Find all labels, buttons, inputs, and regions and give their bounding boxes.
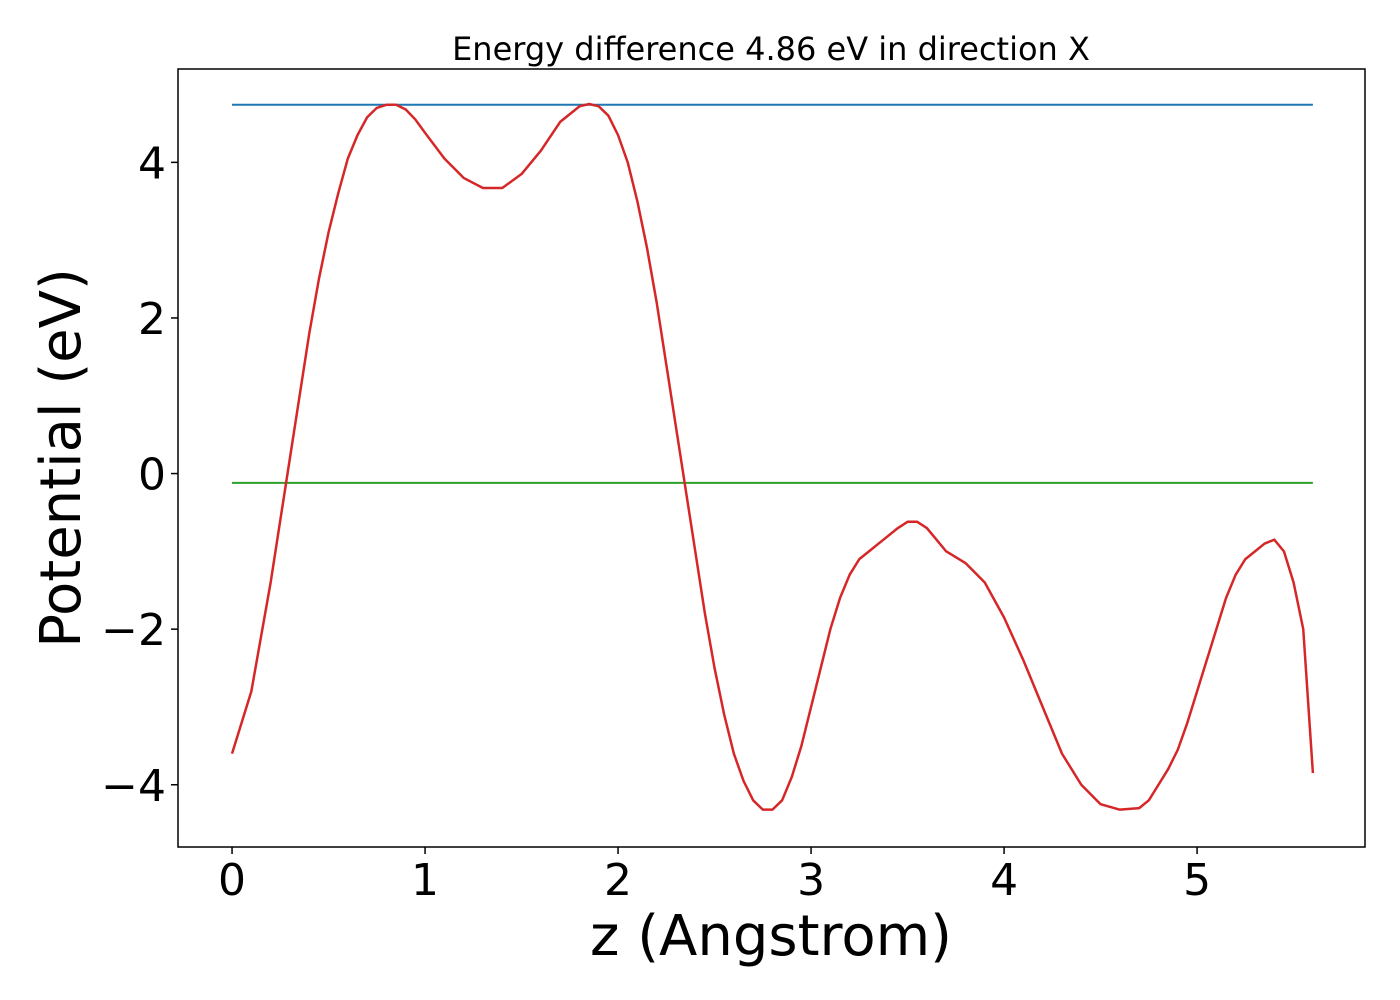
- x-axis-label: z (Angstrom): [590, 904, 952, 969]
- chart-title: Energy difference 4.86 eV in direction X: [452, 30, 1090, 68]
- series-line-2: [230, 102, 1315, 811]
- x-tick-label: 2: [604, 855, 632, 906]
- x-tick-label: 0: [218, 855, 246, 906]
- y-tick-label: 2: [138, 294, 166, 345]
- x-tick-label: 1: [411, 855, 439, 906]
- x-tick-label: 3: [797, 855, 825, 906]
- y-tick-label: 0: [138, 450, 166, 501]
- x-axis-ticks: 0 1 2 3 4 5: [218, 847, 1211, 906]
- y-axis-label: Potential (eV): [29, 268, 94, 648]
- plot-frame: [177, 68, 1366, 848]
- y-tick-label: −2: [101, 605, 166, 656]
- series-layer: [230, 102, 1315, 811]
- y-axis-ticks: −4 −2 0 2 4: [101, 138, 178, 812]
- x-tick-label: 5: [1183, 855, 1211, 906]
- y-tick-label: 4: [138, 138, 166, 189]
- x-tick-label: 4: [990, 855, 1018, 906]
- y-tick-label: −4: [101, 761, 166, 812]
